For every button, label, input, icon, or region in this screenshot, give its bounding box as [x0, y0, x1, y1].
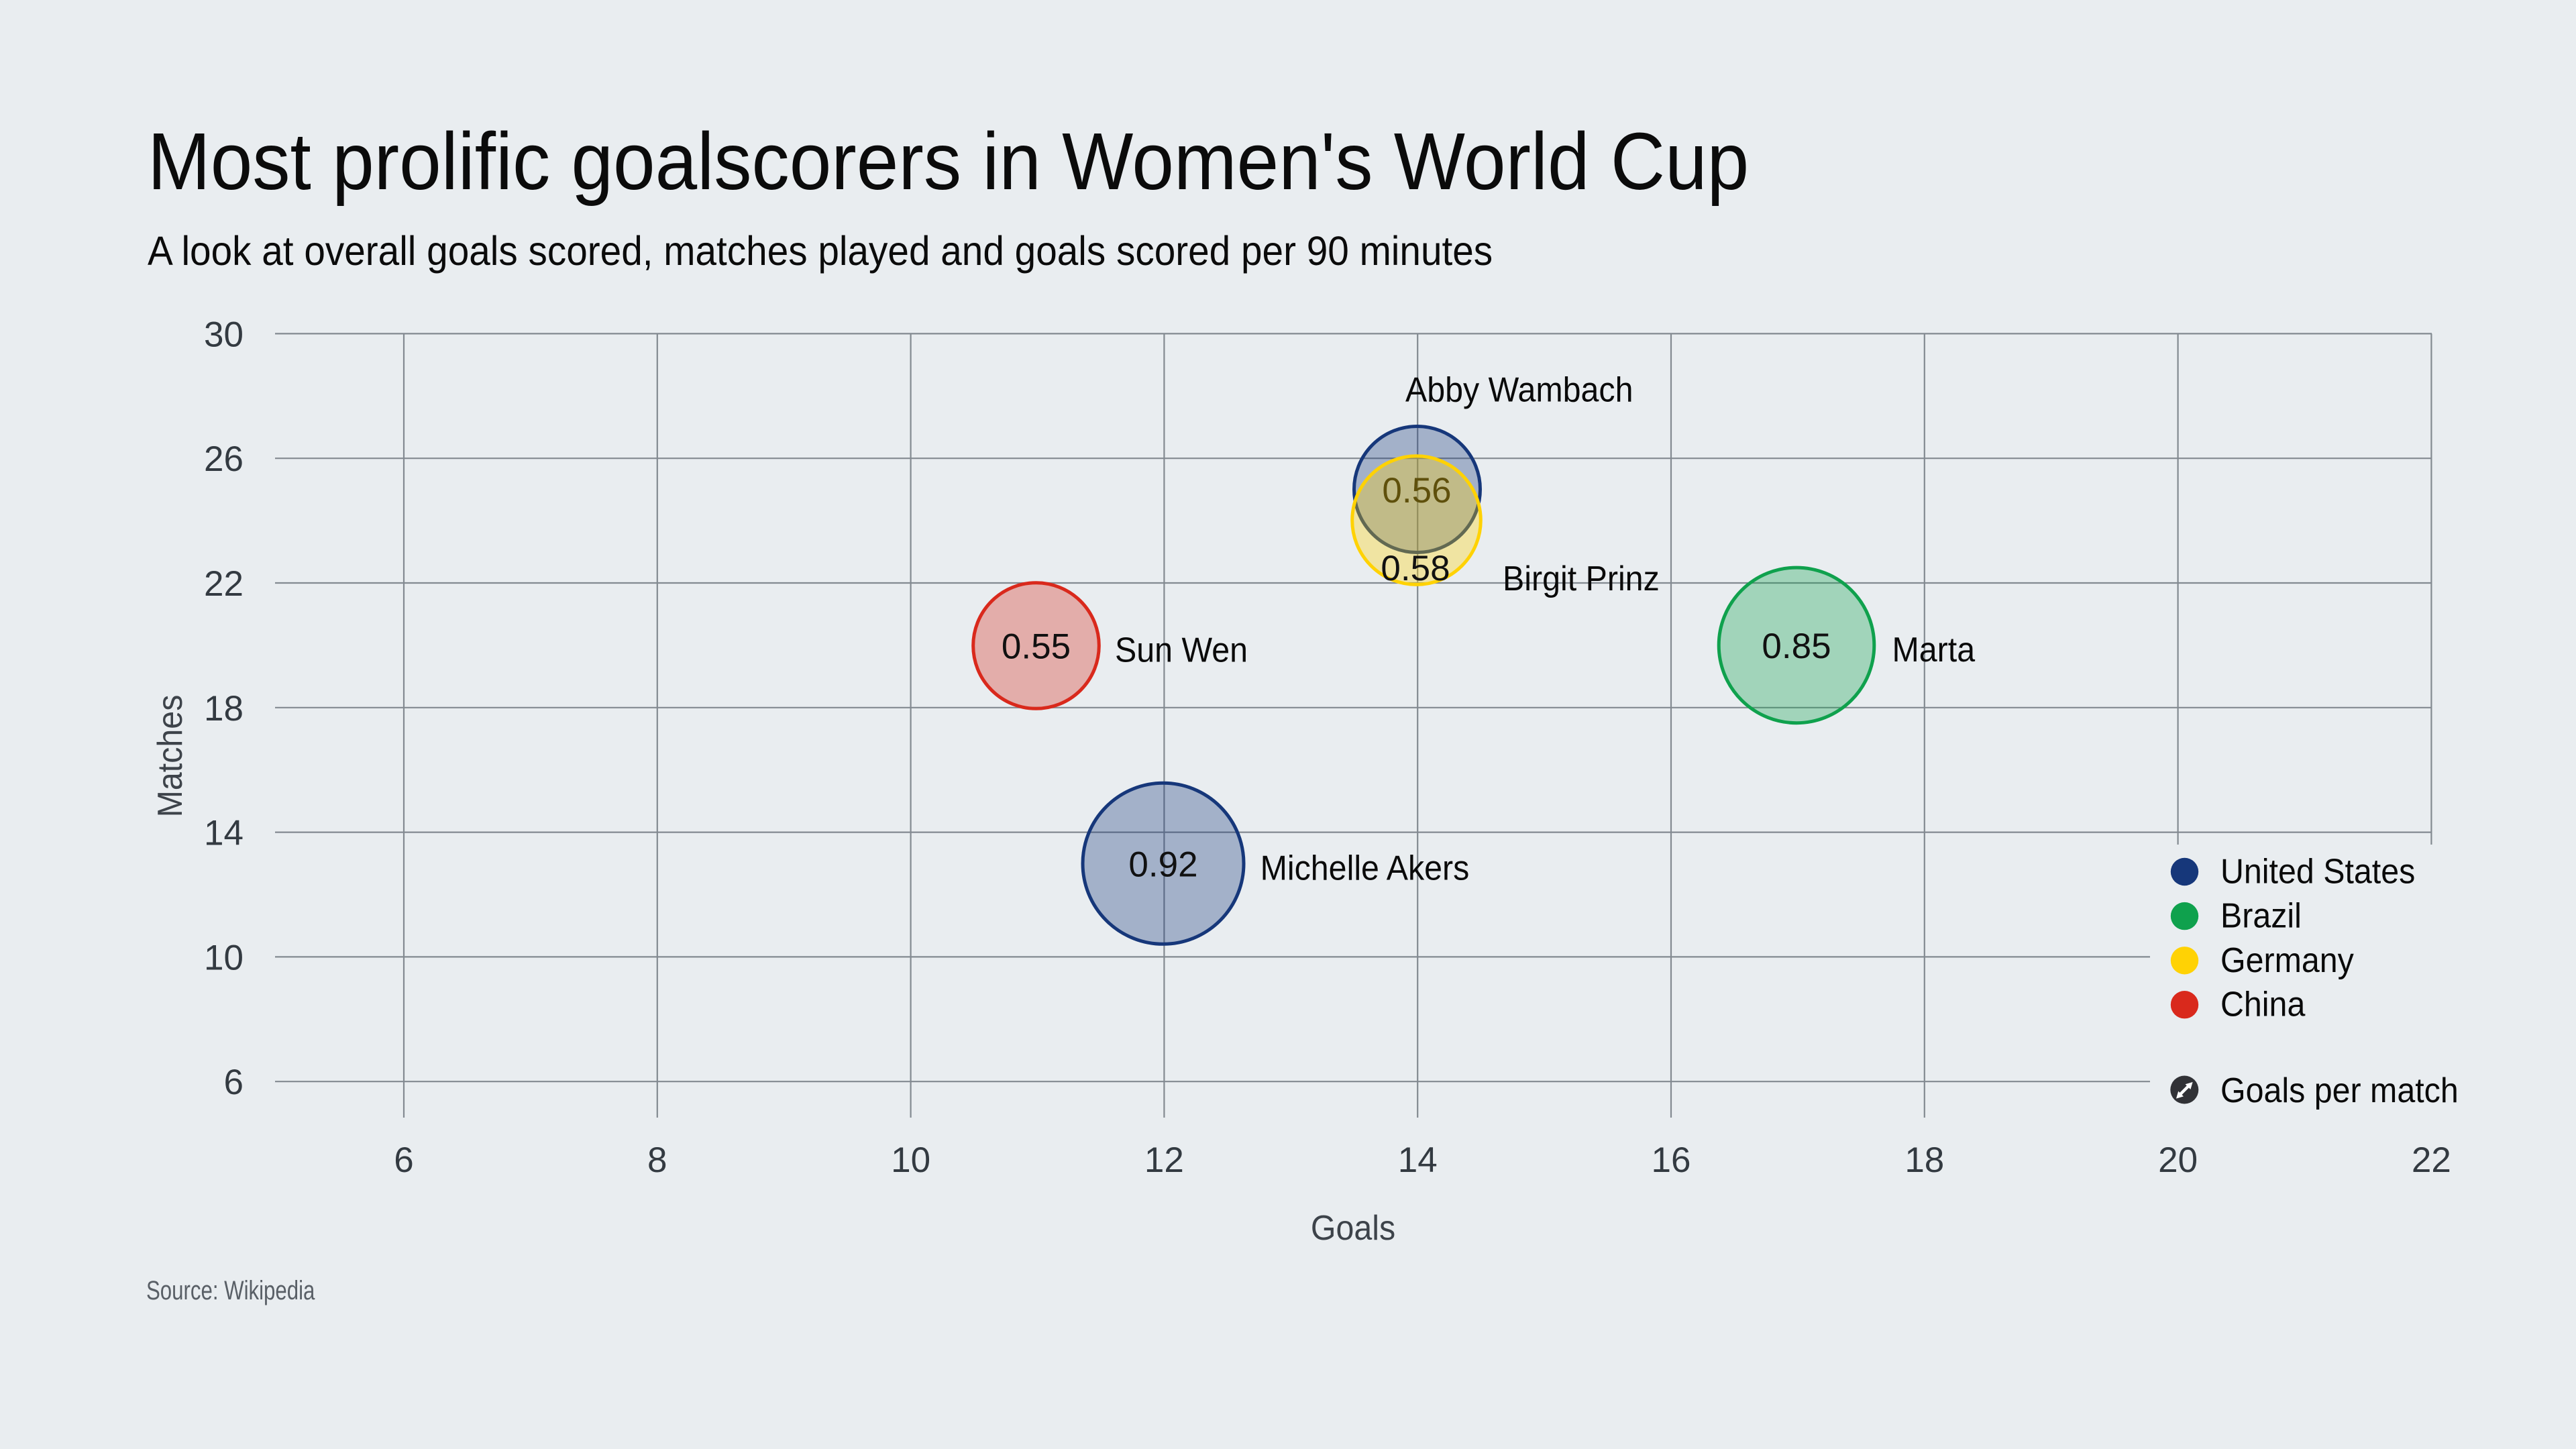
svg-text:6: 6 — [224, 1063, 244, 1102]
svg-text:Goals: Goals — [1311, 1208, 1395, 1247]
svg-text:10: 10 — [891, 1140, 930, 1180]
svg-text:0.85: 0.85 — [1762, 627, 1831, 666]
svg-text:10: 10 — [204, 938, 244, 977]
svg-text:18: 18 — [1904, 1140, 1944, 1180]
svg-text:0.58: 0.58 — [1381, 549, 1450, 588]
svg-text:Birgit Prinz: Birgit Prinz — [1503, 559, 1660, 598]
svg-text:16: 16 — [1652, 1140, 1691, 1180]
svg-text:0.92: 0.92 — [1128, 845, 1197, 884]
svg-text:20: 20 — [2158, 1140, 2198, 1180]
svg-text:18: 18 — [204, 689, 244, 729]
svg-text:Germany: Germany — [2220, 941, 2354, 979]
svg-text:6: 6 — [394, 1140, 413, 1180]
svg-text:Marta: Marta — [1892, 630, 1976, 669]
svg-text:0.55: 0.55 — [1002, 627, 1071, 666]
svg-text:Abby Wambach: Abby Wambach — [1405, 370, 1633, 409]
svg-text:China: China — [2220, 985, 2305, 1024]
svg-text:14: 14 — [1398, 1140, 1438, 1180]
svg-text:Source: Wikipedia: Source: Wikipedia — [146, 1275, 315, 1305]
svg-text:United States: United States — [2220, 852, 2415, 891]
svg-text:Matches: Matches — [150, 695, 189, 818]
svg-text:Brazil: Brazil — [2220, 896, 2302, 935]
svg-text:26: 26 — [204, 439, 244, 479]
svg-text:Michelle Akers: Michelle Akers — [1260, 849, 1470, 888]
svg-text:Sun Wen: Sun Wen — [1115, 631, 1248, 669]
svg-text:30: 30 — [204, 315, 244, 354]
svg-text:14: 14 — [204, 814, 244, 853]
svg-text:22: 22 — [2412, 1140, 2451, 1180]
svg-text:0.56: 0.56 — [1382, 471, 1451, 511]
svg-text:8: 8 — [647, 1140, 667, 1180]
svg-text:22: 22 — [204, 564, 244, 604]
svg-text:Goals per match: Goals per match — [2220, 1071, 2459, 1110]
svg-text:12: 12 — [1144, 1140, 1184, 1180]
svg-text:Most prolific goalscorers in W: Most prolific goalscorers in Women's Wor… — [148, 115, 1749, 207]
svg-text:A look at overall goals scored: A look at overall goals scored, matches … — [148, 229, 1493, 274]
